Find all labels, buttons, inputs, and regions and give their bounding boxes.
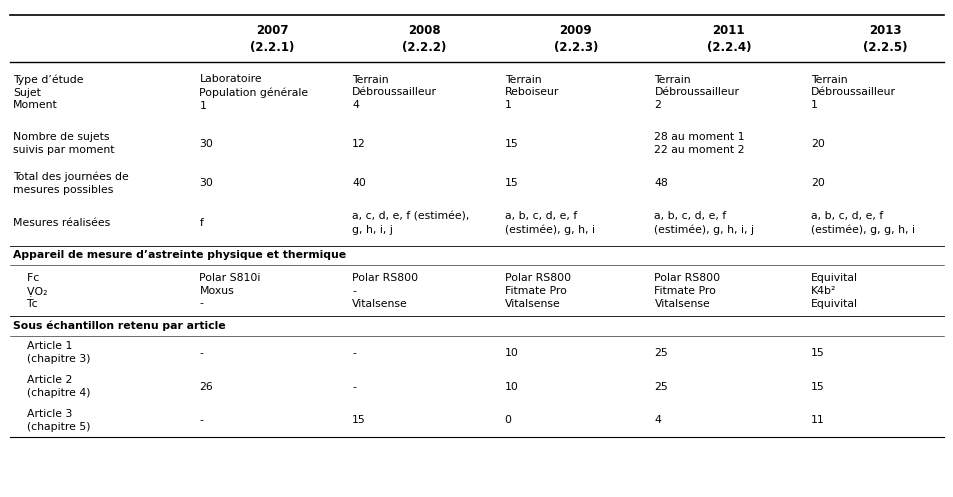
Text: Equivital
K4b²
Equivital: Equivital K4b² Equivital <box>810 273 857 309</box>
Text: Article 1
    (chapitre 3): Article 1 (chapitre 3) <box>13 341 91 364</box>
Text: Type d’étude
Sujet
Moment: Type d’étude Sujet Moment <box>13 75 84 110</box>
Text: 26: 26 <box>199 382 213 392</box>
Text: 2009
(2.2.3): 2009 (2.2.3) <box>553 23 598 54</box>
Text: Appareil de mesure d’astreinte physique et thermique: Appareil de mesure d’astreinte physique … <box>13 250 346 260</box>
Text: 15: 15 <box>504 139 517 149</box>
Text: Terrain
Débroussailleur
4: Terrain Débroussailleur 4 <box>352 75 436 110</box>
Text: Article 3
    (chapitre 5): Article 3 (chapitre 5) <box>13 409 91 432</box>
Text: a, b, c, d, e, f
(estimée), g, g, h, i: a, b, c, d, e, f (estimée), g, g, h, i <box>810 211 914 235</box>
Text: 25: 25 <box>654 348 667 358</box>
Text: Polar RS800
Fitmate Pro
Vitalsense: Polar RS800 Fitmate Pro Vitalsense <box>504 273 570 309</box>
Text: a, b, c, d, e, f
(estimée), g, h, i, j: a, b, c, d, e, f (estimée), g, h, i, j <box>654 211 754 235</box>
Text: 4: 4 <box>654 415 660 425</box>
Text: 20: 20 <box>810 139 824 149</box>
Text: 15: 15 <box>810 382 823 392</box>
Text: Terrain
Débroussailleur
2: Terrain Débroussailleur 2 <box>654 75 739 110</box>
Text: 30: 30 <box>199 178 213 188</box>
Text: 15: 15 <box>810 348 823 358</box>
Text: -: - <box>199 348 203 358</box>
Text: 2008
(2.2.2): 2008 (2.2.2) <box>402 23 446 54</box>
Text: 2011
(2.2.4): 2011 (2.2.4) <box>706 23 750 54</box>
Text: a, b, c, d, e, f
(estimée), g, h, i: a, b, c, d, e, f (estimée), g, h, i <box>504 211 594 235</box>
Text: 20: 20 <box>810 178 824 188</box>
Text: Polar S810i
Moxus
-: Polar S810i Moxus - <box>199 273 260 309</box>
Text: 48: 48 <box>654 178 667 188</box>
Text: 15: 15 <box>504 178 517 188</box>
Text: a, c, d, e, f (estimée),
g, h, i, j: a, c, d, e, f (estimée), g, h, i, j <box>352 212 469 235</box>
Text: f: f <box>199 218 203 228</box>
Text: 40: 40 <box>352 178 366 188</box>
Text: Fc
    ṾO₂
    Tc: Fc ṾO₂ Tc <box>13 273 48 309</box>
Text: Mesures réalisées: Mesures réalisées <box>13 218 111 228</box>
Text: Total des journées de
mesures possibles: Total des journées de mesures possibles <box>13 171 129 194</box>
Text: Sous échantillon retenu par article: Sous échantillon retenu par article <box>13 321 226 331</box>
Text: Terrain
Reboiseur
1: Terrain Reboiseur 1 <box>504 75 558 110</box>
Text: 12: 12 <box>352 139 365 149</box>
Text: 10: 10 <box>504 348 518 358</box>
Text: Polar RS800
Fitmate Pro
Vitalsense: Polar RS800 Fitmate Pro Vitalsense <box>654 273 720 309</box>
Text: 2013
(2.2.5): 2013 (2.2.5) <box>862 23 906 54</box>
Text: Laboratoire
Population générale
1: Laboratoire Population générale 1 <box>199 75 308 110</box>
Text: Nombre de sujets
suivis par moment: Nombre de sujets suivis par moment <box>13 133 114 155</box>
Text: 25: 25 <box>654 382 667 392</box>
Text: 11: 11 <box>810 415 823 425</box>
Text: 28 au moment 1
22 au moment 2: 28 au moment 1 22 au moment 2 <box>654 133 744 155</box>
Text: -: - <box>352 382 355 392</box>
Text: -: - <box>352 348 355 358</box>
Text: 2007
(2.2.1): 2007 (2.2.1) <box>250 23 294 54</box>
Text: Article 2
    (chapitre 4): Article 2 (chapitre 4) <box>13 375 91 398</box>
Text: 30: 30 <box>199 139 213 149</box>
Text: -: - <box>199 415 203 425</box>
Text: 0: 0 <box>504 415 511 425</box>
Text: Polar RS800
-
Vitalsense: Polar RS800 - Vitalsense <box>352 273 417 309</box>
Text: 15: 15 <box>352 415 365 425</box>
Text: Terrain
Débroussailleur
1: Terrain Débroussailleur 1 <box>810 75 895 110</box>
Text: 10: 10 <box>504 382 518 392</box>
